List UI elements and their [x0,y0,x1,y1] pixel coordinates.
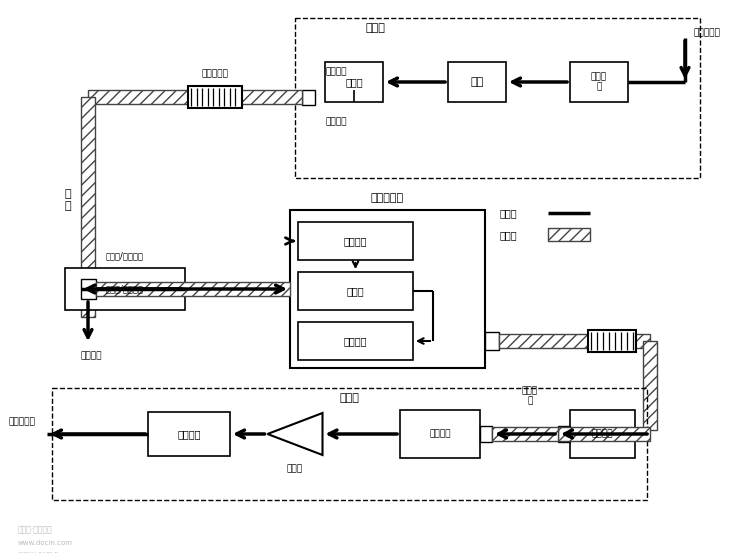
Bar [570,62,628,102]
Bar [80,279,96,299]
Bar [400,410,480,458]
Bar [188,86,242,108]
Text: 激光: 激光 [470,77,484,87]
Text: 发送端: 发送端 [365,23,385,33]
Bar [290,210,485,368]
Text: 电驱动
器: 电驱动 器 [591,72,607,92]
Polygon shape [268,413,322,455]
Text: 豆丁网·数字营销: 豆丁网·数字营销 [18,525,53,535]
Bar [148,412,230,456]
Text: 光连接器: 光连接器 [325,117,346,127]
Text: 光信号: 光信号 [500,230,518,240]
Bar [570,410,635,458]
Text: 光放大器: 光放大器 [592,430,613,439]
Text: 电信号: 电信号 [500,208,518,218]
Text: 光复用/解复用器: 光复用/解复用器 [106,252,144,260]
Bar [65,268,185,310]
Text: 光复用/解复用器: 光复用/解复用器 [106,284,144,294]
Text: 光检波器: 光检波器 [344,236,367,246]
Bar [588,330,636,352]
Bar [298,222,413,260]
Bar [448,62,506,102]
Bar [301,90,314,105]
Bar [558,426,570,442]
Text: 光接收器: 光接收器 [429,430,451,439]
Bar [480,426,492,442]
Text: 电判决: 电判决 [346,286,364,296]
Bar [88,90,301,104]
Bar [52,388,647,500]
Text: 光调制器: 光调制器 [344,336,367,346]
Text: 光
纤: 光 纤 [64,189,72,211]
Bar [325,62,383,102]
Bar [499,334,650,348]
Text: 光滤波
器: 光滤波 器 [522,387,538,406]
Bar [492,427,558,441]
Text: 再生中继器: 再生中继器 [371,193,404,203]
Bar [485,332,499,350]
Text: 光调制器: 光调制器 [325,67,346,76]
Text: www.docin.com: www.docin.com [18,540,73,546]
Text: 调制器: 调制器 [345,77,363,87]
Bar [558,427,650,441]
Bar [81,97,95,317]
Bar [643,341,657,430]
Text: OFNU CABLE: OFNU CABLE [18,551,58,553]
Text: 电信号输入: 电信号输入 [694,29,721,38]
Text: 判决电路: 判决电路 [177,429,201,439]
Bar [298,272,413,310]
Bar [298,322,413,360]
Text: 监控设备: 监控设备 [80,352,102,361]
Bar [295,18,700,178]
Text: 放大器: 放大器 [287,465,303,473]
Text: 光纤线缆盘: 光纤线缆盘 [202,70,228,79]
Text: 电信号输出: 电信号输出 [9,418,35,426]
Bar [96,282,290,296]
Text: 接收端: 接收端 [340,393,360,403]
Bar [548,228,590,241]
